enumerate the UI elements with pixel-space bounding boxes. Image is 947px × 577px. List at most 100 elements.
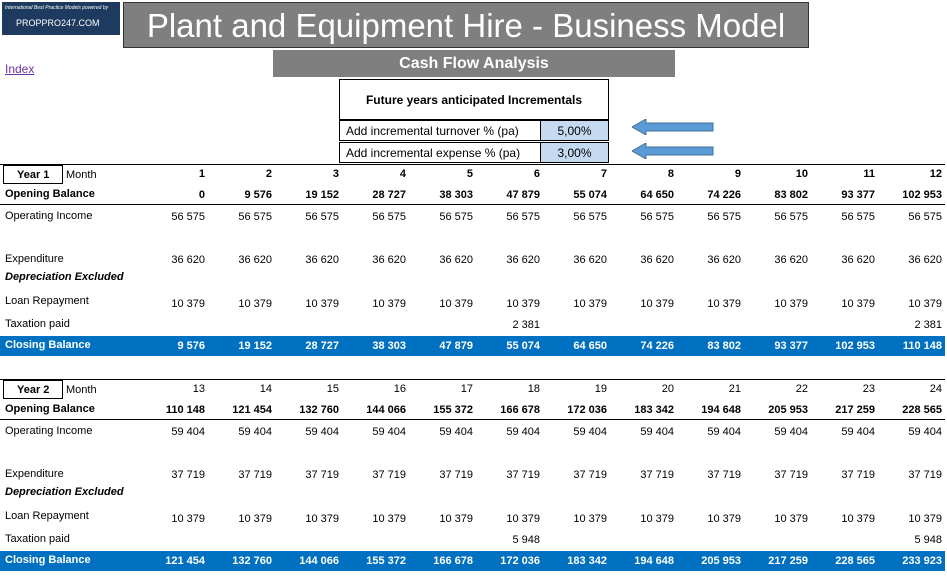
value-cell: 56 575 xyxy=(908,211,942,223)
arrow-left-icon xyxy=(632,119,714,135)
value-cell: 121 454 xyxy=(165,555,205,567)
value-cell: 132 760 xyxy=(299,404,339,416)
value-cell: 56 575 xyxy=(171,211,205,223)
expense-row: Add incremental expense % (pa) 3,00% xyxy=(339,142,609,163)
closing-balance-label: Closing Balance xyxy=(5,554,91,566)
value-cell: 36 620 xyxy=(305,254,339,266)
value-cell: 10 379 xyxy=(707,298,741,310)
value-cell: 194 648 xyxy=(701,404,741,416)
value-cell: 59 404 xyxy=(707,426,741,438)
value-cell: 28 727 xyxy=(372,189,406,201)
page-title: Plant and Equipment Hire - Business Mode… xyxy=(123,2,809,48)
turnover-input[interactable]: 5,00% xyxy=(540,120,609,141)
value-cell: 55 074 xyxy=(573,189,607,201)
value-cell: 10 379 xyxy=(774,513,808,525)
value-cell: 172 036 xyxy=(567,404,607,416)
value-cell: 38 303 xyxy=(372,340,406,352)
month-number: 21 xyxy=(728,383,741,395)
value-cell: 37 719 xyxy=(506,469,540,481)
operating-income-row: Operating Income 59 404 59 404 59 404 59 404… xyxy=(0,422,945,442)
value-cell: 110 148 xyxy=(165,404,205,416)
value-cell: 9 576 xyxy=(244,189,272,201)
value-cell: 144 066 xyxy=(366,404,406,416)
value-cell: 36 620 xyxy=(171,254,205,266)
opening-balance-row: Opening Balance 110 148 121 454 132 760 144 … xyxy=(0,400,945,420)
month-header-row: 13 14 15 16 17 18 19 20 21 22 23 24 xyxy=(0,380,945,400)
month-number: 5 xyxy=(466,168,473,180)
month-number: 6 xyxy=(533,168,540,180)
value-cell: 19 152 xyxy=(238,340,272,352)
expense-input[interactable]: 3,00% xyxy=(540,142,609,163)
month-label: Month xyxy=(66,384,97,396)
closing-balance-row: Closing Balance 9 576 19 152 28 727 38 303 47… xyxy=(0,336,945,356)
value-cell: 10 379 xyxy=(506,298,540,310)
month-number: 14 xyxy=(259,383,272,395)
value-cell: 64 650 xyxy=(640,189,674,201)
operating-income-label: Operating Income xyxy=(5,425,93,437)
value-cell: 10 379 xyxy=(372,298,406,310)
value-cell: 59 404 xyxy=(171,426,205,438)
taxation-row: Taxation paid 5 948 5 948 xyxy=(0,530,945,550)
month-number: 13 xyxy=(192,383,205,395)
month-number: 16 xyxy=(393,383,406,395)
taxation-label: Taxation paid xyxy=(5,533,70,545)
value-cell: 217 259 xyxy=(768,555,808,567)
value-cell: 59 404 xyxy=(506,426,540,438)
month-number: 24 xyxy=(929,383,942,395)
value-cell: 155 372 xyxy=(433,404,473,416)
logo-tagline: International Best Practice Models power… xyxy=(5,5,109,11)
value-cell: 10 379 xyxy=(640,513,674,525)
operating-income-row: Operating Income 56 575 56 575 56 575 56 575… xyxy=(0,207,945,227)
expense-label: Add incremental expense % (pa) xyxy=(346,146,521,160)
value-cell: 10 379 xyxy=(707,513,741,525)
expenditure-row: Expenditure 36 620 36 620 36 620 36 620 36 62… xyxy=(0,250,945,270)
index-link[interactable]: Index xyxy=(5,62,35,76)
value-cell: 56 575 xyxy=(439,211,473,223)
taxation-row: Taxation paid 2 381 2 381 xyxy=(0,315,945,335)
value-cell: 37 719 xyxy=(908,469,942,481)
value-cell: 37 719 xyxy=(640,469,674,481)
value-cell: 5 948 xyxy=(914,534,942,546)
value-cell: 36 620 xyxy=(506,254,540,266)
header-top-line xyxy=(0,379,945,380)
value-cell: 47 879 xyxy=(439,340,473,352)
value-cell: 36 620 xyxy=(573,254,607,266)
value-cell: 121 454 xyxy=(232,404,272,416)
value-cell: 10 379 xyxy=(305,513,339,525)
value-cell: 56 575 xyxy=(707,211,741,223)
value-cell: 10 379 xyxy=(506,513,540,525)
value-cell: 0 xyxy=(198,189,205,201)
month-number: 18 xyxy=(527,383,540,395)
value-cell: 37 719 xyxy=(707,469,741,481)
value-cell: 205 953 xyxy=(768,404,808,416)
value-cell: 37 719 xyxy=(573,469,607,481)
value-cell: 10 379 xyxy=(439,513,473,525)
turnover-row: Add incremental turnover % (pa) 5,00% xyxy=(339,120,609,141)
month-number: 2 xyxy=(265,168,272,180)
month-number: 8 xyxy=(667,168,674,180)
expenditure-label: Expenditure xyxy=(5,253,64,265)
month-number: 4 xyxy=(399,168,406,180)
month-number: 3 xyxy=(332,168,339,180)
value-cell: 183 342 xyxy=(567,555,607,567)
value-cell: 59 404 xyxy=(238,426,272,438)
value-cell: 10 379 xyxy=(841,513,875,525)
opening-balance-label: Opening Balance xyxy=(5,403,95,415)
value-cell: 233 923 xyxy=(902,555,942,567)
value-cell: 36 620 xyxy=(841,254,875,266)
value-cell: 36 620 xyxy=(640,254,674,266)
value-cell: 132 760 xyxy=(232,555,272,567)
incrementals-header: Future years anticipated Incrementals xyxy=(339,79,609,120)
month-number: 12 xyxy=(929,168,942,180)
month-number: 9 xyxy=(734,168,741,180)
value-cell: 56 575 xyxy=(238,211,272,223)
year-label: Year 2 xyxy=(3,380,63,399)
value-cell: 55 074 xyxy=(506,340,540,352)
value-cell: 36 620 xyxy=(707,254,741,266)
value-cell: 10 379 xyxy=(908,298,942,310)
value-cell: 37 719 xyxy=(305,469,339,481)
loan-repayment-label: Loan Repayment xyxy=(5,510,89,522)
value-cell: 194 648 xyxy=(634,555,674,567)
loan-repayment-row: Loan Repayment 10 379 10 379 10 379 10 379 10… xyxy=(0,507,945,527)
value-cell: 217 259 xyxy=(835,404,875,416)
